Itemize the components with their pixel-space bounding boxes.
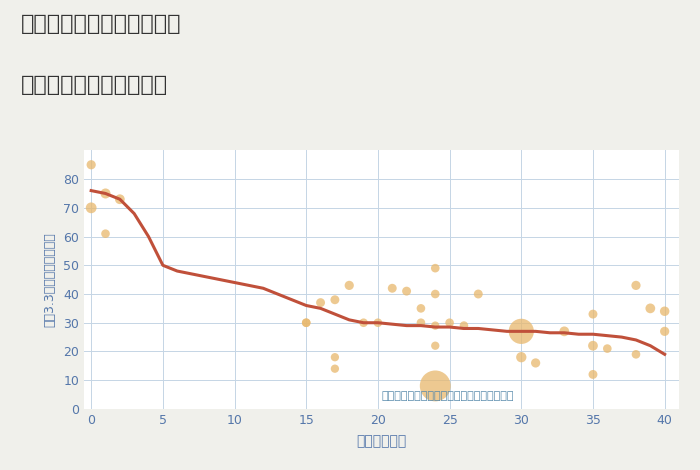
X-axis label: 築年数（年）: 築年数（年） xyxy=(356,434,407,448)
Point xyxy=(100,230,111,237)
Point xyxy=(415,319,426,327)
Point xyxy=(559,328,570,335)
Point xyxy=(659,307,671,315)
Point xyxy=(530,359,541,367)
Point xyxy=(430,382,441,390)
Point xyxy=(516,328,527,335)
Point xyxy=(415,305,426,312)
Point xyxy=(602,345,613,352)
Text: 築年数別中古戸建て価格: 築年数別中古戸建て価格 xyxy=(21,75,168,95)
Point xyxy=(587,342,598,350)
Point xyxy=(85,161,97,169)
Point xyxy=(315,299,326,306)
Point xyxy=(444,319,455,327)
Text: 三重県津市久居東鷹跡町の: 三重県津市久居東鷹跡町の xyxy=(21,14,181,34)
Point xyxy=(587,371,598,378)
Point xyxy=(659,328,671,335)
Point xyxy=(458,322,470,329)
Point xyxy=(114,196,125,203)
Point xyxy=(473,290,484,298)
Point xyxy=(329,296,340,304)
Point xyxy=(631,351,642,358)
Point xyxy=(430,322,441,329)
Point xyxy=(372,319,384,327)
Point xyxy=(358,319,369,327)
Point xyxy=(516,353,527,361)
Point xyxy=(430,290,441,298)
Point xyxy=(631,282,642,289)
Point xyxy=(100,190,111,197)
Point xyxy=(386,284,398,292)
Point xyxy=(430,265,441,272)
Point xyxy=(329,365,340,372)
Point xyxy=(344,282,355,289)
Point xyxy=(300,319,312,327)
Y-axis label: 坪（3.3㎡）単価（万円）: 坪（3.3㎡）単価（万円） xyxy=(43,232,56,327)
Point xyxy=(300,319,312,327)
Point xyxy=(401,287,412,295)
Point xyxy=(587,310,598,318)
Point xyxy=(329,353,340,361)
Text: 円の大きさは、取引のあった物件面積を示す: 円の大きさは、取引のあった物件面積を示す xyxy=(382,391,514,401)
Point xyxy=(85,204,97,212)
Point xyxy=(645,305,656,312)
Point xyxy=(430,342,441,350)
